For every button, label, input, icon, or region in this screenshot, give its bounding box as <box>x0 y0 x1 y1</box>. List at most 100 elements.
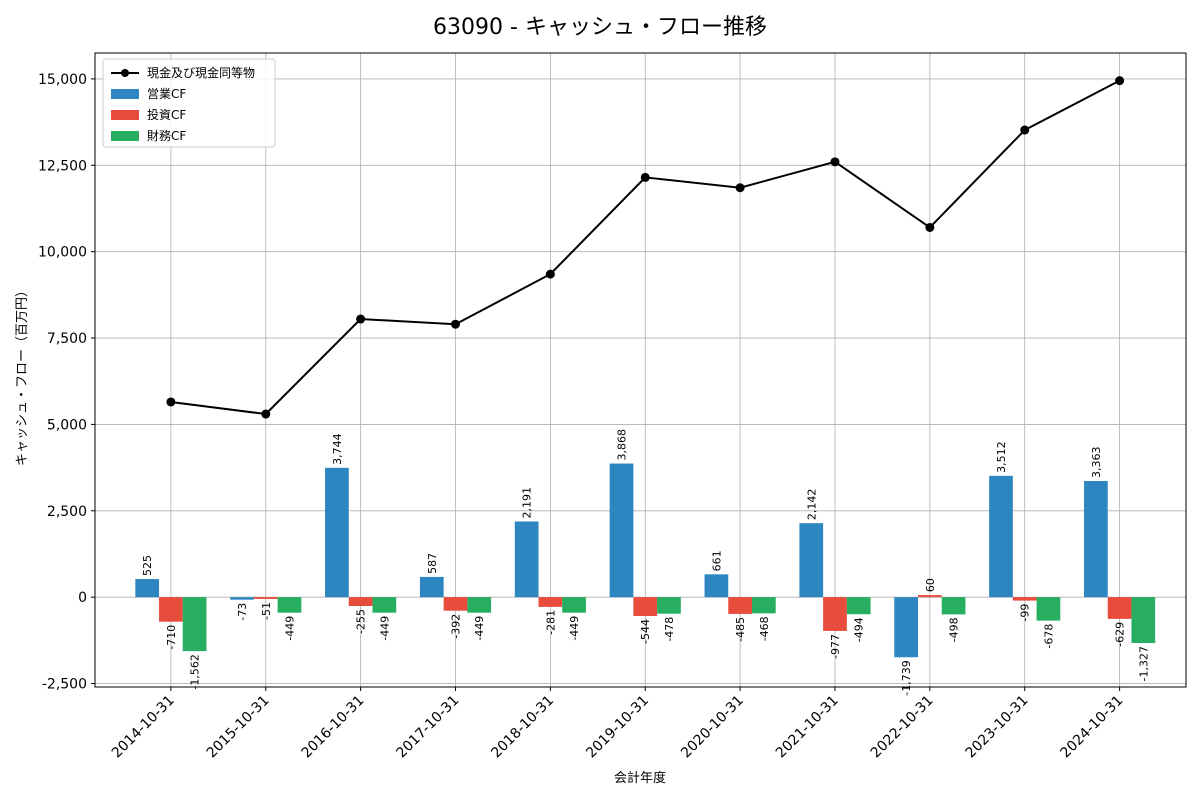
bar-財務CF <box>562 597 586 613</box>
bar-投資CF <box>443 597 468 611</box>
y-tick-label: 10,000 <box>38 245 87 261</box>
x-axis-label: 会計年度 <box>614 770 666 786</box>
bar-value-label: -449 <box>473 616 486 641</box>
line-point <box>356 314 366 324</box>
bar-投資CF <box>538 597 563 607</box>
bar-value-label: -51 <box>260 602 273 620</box>
line-point <box>166 397 176 407</box>
bar-value-label: 661 <box>710 550 723 571</box>
line-point <box>545 269 555 279</box>
bar-value-label: 2,191 <box>521 487 534 519</box>
legend-marker <box>121 69 129 77</box>
bar-投資CF <box>728 597 752 614</box>
plot-frame <box>94 52 1187 688</box>
bar-value-label: -255 <box>355 609 368 634</box>
y-tick-label: 5,000 <box>47 417 87 433</box>
bar-value-label: -478 <box>663 617 676 642</box>
bar-財務CF <box>277 597 302 613</box>
x-tick-label: 2016-10-31 <box>299 693 368 762</box>
bar-財務CF <box>372 597 397 613</box>
legend-box <box>102 58 276 148</box>
bar-value-label: 3,868 <box>616 429 629 461</box>
x-tick-label: 2017-10-31 <box>393 693 462 762</box>
bar-value-label: -494 <box>853 617 866 642</box>
bar-value-label: 587 <box>426 553 439 574</box>
bar-財務CF <box>467 597 492 613</box>
bar-財務CF <box>941 597 966 615</box>
x-tick-label: 2023-10-31 <box>963 693 1032 762</box>
bar-投資CF <box>348 597 373 606</box>
line-point <box>1115 76 1125 86</box>
x-tick-label: 2022-10-31 <box>868 693 937 762</box>
x-tick-label: 2021-10-31 <box>773 693 842 762</box>
line-point <box>925 222 935 232</box>
bar-財務CF <box>751 597 776 614</box>
bar-営業CF <box>799 523 824 598</box>
legend-swatch <box>111 110 139 120</box>
bar-投資CF <box>1012 597 1037 601</box>
bar-営業CF <box>514 521 539 598</box>
bar-営業CF <box>1084 480 1108 598</box>
bar-value-label: 525 <box>141 555 154 576</box>
bar-value-label: -485 <box>734 617 747 642</box>
grid-layer <box>95 53 1186 687</box>
bar-value-label: -449 <box>378 616 391 641</box>
line-point <box>261 409 271 419</box>
bar-value-label: -73 <box>236 603 249 621</box>
legend-swatch <box>111 89 139 99</box>
bar-value-label: -678 <box>1042 624 1055 649</box>
bar-value-label: 3,512 <box>995 441 1008 473</box>
legend-label: 投資CF <box>147 107 186 122</box>
bar-営業CF <box>989 475 1013 598</box>
bar-営業CF <box>894 597 918 658</box>
bar-value-label: -99 <box>1019 604 1032 622</box>
bar-営業CF <box>704 574 729 598</box>
legend-label: 財務CF <box>147 128 186 143</box>
bar-value-label: 3,744 <box>331 433 344 465</box>
bar-営業CF <box>609 463 634 598</box>
bar-投資CF <box>823 597 847 631</box>
bar-財務CF <box>1036 597 1061 621</box>
y-tick-label: 2,500 <box>47 504 87 520</box>
line-layer <box>166 76 1125 419</box>
bar-value-label: -468 <box>758 616 771 641</box>
line-point <box>451 319 461 329</box>
bar-value-label: 3,363 <box>1090 446 1103 478</box>
bar-value-label: 60 <box>924 578 937 592</box>
legend-swatch <box>111 131 139 141</box>
y-tick-label: 7,500 <box>47 331 87 347</box>
bar-投資CF <box>253 597 278 599</box>
bar-投資CF <box>633 597 658 616</box>
x-tick-label: 2014-10-31 <box>109 693 178 762</box>
bar-value-label: -710 <box>165 625 178 650</box>
bar-営業CF <box>230 597 254 600</box>
y-tick-label: -2,500 <box>42 677 87 693</box>
x-tick-label: 2015-10-31 <box>204 693 273 762</box>
bar-value-label: -449 <box>568 616 581 641</box>
bar-営業CF <box>419 576 444 598</box>
x-tick-label: 2020-10-31 <box>678 693 747 762</box>
bar-営業CF <box>325 467 349 598</box>
x-tick-label: 2024-10-31 <box>1058 693 1127 762</box>
y-tick-label: 15,000 <box>38 72 87 88</box>
line-point <box>640 172 650 182</box>
bar-layer <box>135 463 1156 658</box>
line-point <box>1020 125 1030 135</box>
bar-value-label: -544 <box>639 619 652 644</box>
bar-value-label: -498 <box>948 617 961 642</box>
legend-label: 現金及び現金同等物 <box>147 65 255 80</box>
bar-value-label: -392 <box>450 614 463 639</box>
bar-value-label: 2,142 <box>805 489 818 521</box>
line-point <box>735 183 745 193</box>
bar-営業CF <box>135 579 160 598</box>
bar-value-label: -1,739 <box>900 660 913 695</box>
y-tick-label: 12,500 <box>38 158 87 174</box>
bar-value-label: -977 <box>829 634 842 659</box>
label-layer: 525 -73 3,744 587 2,191 3,868 661 2,142 -1,739 3,… <box>141 429 1150 696</box>
bar-投資CF <box>917 595 942 598</box>
bar-value-label: -449 <box>283 616 296 641</box>
bar-value-label: -629 <box>1114 622 1127 647</box>
